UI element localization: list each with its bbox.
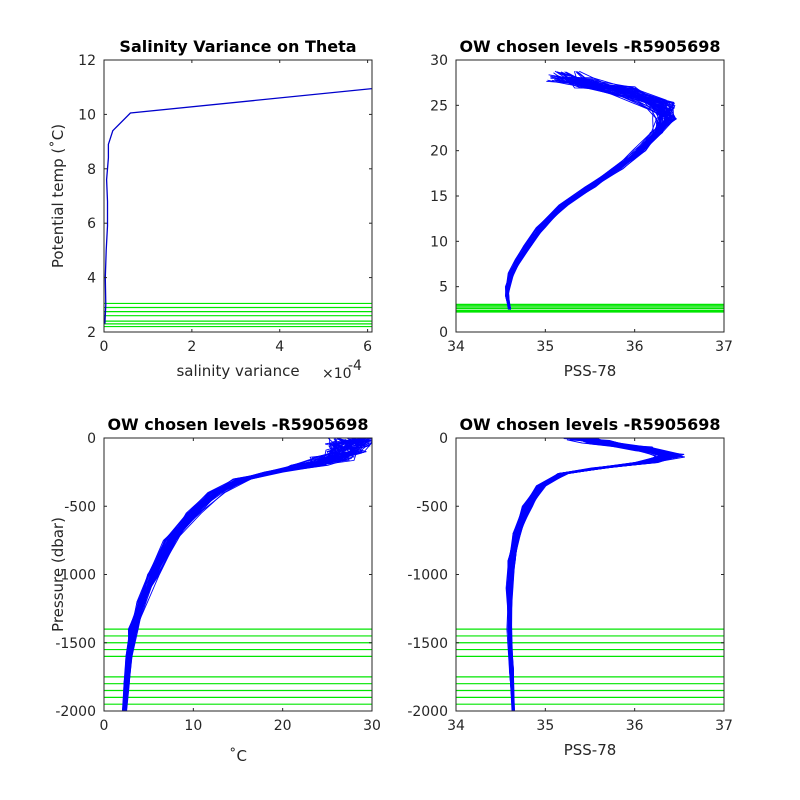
y-tick-label: -2000 xyxy=(407,704,448,720)
x-tick-label: 35 xyxy=(536,339,554,355)
y-tick-label: 2 xyxy=(87,325,96,341)
y-axis-label: Pressure (dbar) xyxy=(49,517,67,632)
x-tick-label: 34 xyxy=(447,718,465,734)
x-tick-label: 6 xyxy=(363,339,372,355)
x-tick-label: 37 xyxy=(715,718,733,734)
x-axis-label: ˚C xyxy=(229,747,247,765)
profile-line xyxy=(511,438,683,711)
series-line xyxy=(104,87,372,324)
x-tick-label: 20 xyxy=(274,718,292,734)
x-axis-label: PSS-78 xyxy=(564,741,617,759)
plot-content xyxy=(104,87,372,328)
x-tick-label: 4 xyxy=(275,339,284,355)
x-tick-label: 37 xyxy=(715,339,733,355)
y-tick-label: 10 xyxy=(78,107,96,123)
x-exponent-label: ×10 xyxy=(322,366,352,382)
y-tick-label: -2000 xyxy=(55,704,96,720)
profile-line xyxy=(506,438,678,711)
plot-content xyxy=(456,438,724,711)
profile-line xyxy=(123,439,353,711)
plot-area xyxy=(104,60,372,332)
y-tick-label: 25 xyxy=(430,98,448,114)
y-tick-label: -1000 xyxy=(407,568,448,584)
y-tick-label: 30 xyxy=(430,53,448,69)
axes-box xyxy=(103,59,373,333)
y-tick-label: -1500 xyxy=(55,636,96,652)
y-tick-label: 4 xyxy=(87,271,96,287)
y-tick-label: 5 xyxy=(439,280,448,296)
y-tick-label: 0 xyxy=(439,325,448,341)
y-tick-label: -1000 xyxy=(55,568,96,584)
y-tick-label: 8 xyxy=(87,162,96,178)
y-tick-label: 12 xyxy=(78,53,96,69)
x-tick-label: 36 xyxy=(626,718,644,734)
plot-area xyxy=(456,60,724,332)
y-tick-label: -500 xyxy=(64,499,96,515)
y-axis-label: Potential temp (˚C) xyxy=(49,124,67,268)
x-axis-label: salinity variance xyxy=(176,362,299,380)
x-tick-label: 0 xyxy=(100,718,109,734)
profile-line xyxy=(507,438,663,711)
profile-line xyxy=(506,76,670,310)
y-tick-label: 15 xyxy=(430,189,448,205)
y-tick-label: 0 xyxy=(87,431,96,447)
y-tick-label: 20 xyxy=(430,144,448,160)
y-tick-label: -500 xyxy=(416,499,448,515)
x-tick-label: 35 xyxy=(536,718,554,734)
chart-pressure-salinity: 34 35 36 37 -2000 -1500 -1000 -500 0 OW chosen le… xyxy=(407,415,733,759)
x-exponent-power: -4 xyxy=(348,358,362,374)
chart-title: Salinity Variance on Theta xyxy=(119,37,356,56)
x-tick-label: 2 xyxy=(187,339,196,355)
y-tick-label: -1500 xyxy=(407,636,448,652)
chart-pressure-temperature: 0 10 20 30 -2000 -1500 -1000 -500 0 OW chosen lev… xyxy=(49,415,381,765)
chart-theta-salinity: 34 35 36 37 0 5 10 15 20 25 30 OW chosen levels -R5… xyxy=(430,37,733,380)
x-tick-label: 0 xyxy=(100,339,109,355)
plot-area xyxy=(456,438,724,711)
y-tick-label: 0 xyxy=(439,431,448,447)
x-tick-label: 10 xyxy=(184,718,202,734)
x-axis-label: PSS-78 xyxy=(564,362,617,380)
y-tick-label: 6 xyxy=(87,216,96,232)
y-tick-label: 10 xyxy=(430,234,448,250)
x-tick-label: 34 xyxy=(447,339,465,355)
profile-line xyxy=(124,438,367,711)
plot-content xyxy=(104,438,372,711)
chart-title: OW chosen levels -R5905698 xyxy=(107,415,368,434)
chart-title: OW chosen levels -R5905698 xyxy=(459,37,720,56)
chart-title: OW chosen levels -R5905698 xyxy=(459,415,720,434)
x-tick-label: 36 xyxy=(626,339,644,355)
plot-content xyxy=(456,70,724,313)
x-tick-label: 30 xyxy=(363,718,381,734)
